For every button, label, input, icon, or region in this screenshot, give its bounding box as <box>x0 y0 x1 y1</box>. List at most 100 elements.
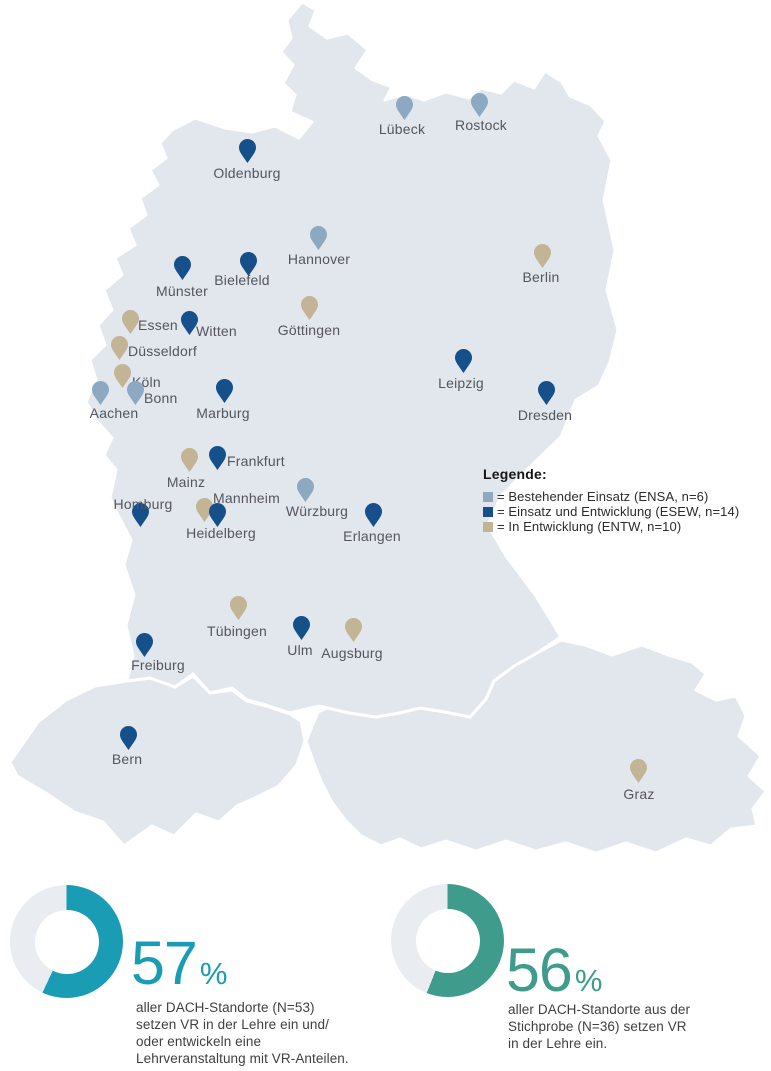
pin-icon <box>300 296 318 320</box>
map-pin-rostock[interactable] <box>470 93 488 117</box>
city-label-frankfurt: Frankfurt <box>227 453 285 469</box>
city-label-düsseldorf: Düsseldorf <box>128 343 197 359</box>
pin-icon <box>110 336 128 360</box>
map-pin-düsseldorf[interactable] <box>110 336 128 360</box>
pin-icon <box>131 503 149 527</box>
map-pin-dresden[interactable] <box>537 381 555 405</box>
city-label-mainz: Mainz <box>166 474 206 490</box>
legend-swatch-entw <box>483 521 493 532</box>
city-label-aachen: Aachen <box>89 405 139 421</box>
pin-icon <box>238 139 256 163</box>
donut-chart-stichprobe <box>391 884 504 997</box>
pin-icon <box>135 633 153 657</box>
pin-icon <box>296 478 314 502</box>
map-pin-tübingen[interactable] <box>229 596 247 620</box>
pin-icon <box>113 364 131 388</box>
pin-icon <box>215 379 233 403</box>
map-germany <box>84 0 620 719</box>
map-pin-göttingen[interactable] <box>300 296 318 320</box>
stat-number: 56 <box>506 936 573 1004</box>
map-pin-erlangen[interactable] <box>364 503 382 527</box>
city-label-lübeck: Lübeck <box>378 121 426 137</box>
map-pin-bielefeld[interactable] <box>239 252 257 276</box>
city-label-oldenburg: Oldenburg <box>213 165 281 181</box>
city-label-ulm: Ulm <box>287 642 313 658</box>
map-pin-heidelberg[interactable] <box>208 503 226 527</box>
map-pin-hannover[interactable] <box>309 226 327 250</box>
pin-icon <box>537 381 555 405</box>
map-pin-witten[interactable] <box>180 311 198 335</box>
stat-value-stichprobe: 56% <box>506 940 602 1001</box>
pin-icon <box>364 503 382 527</box>
pin-icon <box>309 226 327 250</box>
stat-caption-stichprobe: aller DACH-Standorte aus der Stichprobe … <box>508 1002 691 1051</box>
map-pin-frankfurt[interactable] <box>208 446 226 470</box>
city-label-freiburg: Freiburg <box>131 657 185 673</box>
pin-icon <box>91 381 109 405</box>
city-label-rostock: Rostock <box>455 117 507 133</box>
map-pin-würzburg[interactable] <box>296 478 314 502</box>
pin-icon <box>126 381 144 405</box>
pin-icon <box>533 244 551 268</box>
city-label-erlangen: Erlangen <box>343 528 401 544</box>
map-pin-bern[interactable] <box>119 726 137 750</box>
city-label-heidelberg: Heidelberg <box>186 525 256 541</box>
map-pin-köln[interactable] <box>113 364 131 388</box>
legend-label-esew: = Einsatz und Entwicklung (ESEW, n=14) <box>497 504 740 519</box>
map-pin-mainz[interactable] <box>180 448 198 472</box>
legend-item-entw: = In Entwicklung (ENTW, n=10) <box>483 519 739 534</box>
map-pin-mannheim[interactable] <box>195 498 213 522</box>
map-pin-essen[interactable] <box>121 310 139 334</box>
pin-icon <box>173 256 191 280</box>
city-label-leipzig: Leipzig <box>438 375 484 391</box>
donut-hole <box>415 908 480 973</box>
map-pin-aachen[interactable] <box>91 381 109 405</box>
city-label-hannover: Hannover <box>287 251 351 267</box>
city-label-marburg: Marburg <box>196 405 250 421</box>
stat-value-dach-total: 57% <box>131 933 227 994</box>
legend-title: Legende: <box>483 466 547 482</box>
city-label-essen: Essen <box>138 317 178 333</box>
city-label-dresden: Dresden <box>517 407 573 423</box>
map-pin-graz[interactable] <box>629 759 647 783</box>
pin-icon <box>121 310 139 334</box>
city-label-würzburg: Würzburg <box>285 503 349 519</box>
map-pin-augsburg[interactable] <box>344 618 362 642</box>
map-pin-bonn[interactable] <box>126 381 144 405</box>
pin-icon <box>239 252 257 276</box>
city-label-mannheim: Mannheim <box>213 490 280 506</box>
pin-icon <box>292 616 310 640</box>
pin-icon <box>180 448 198 472</box>
map-pin-ulm[interactable] <box>292 616 310 640</box>
city-label-bern: Bern <box>111 751 143 767</box>
legend-label-entw: = In Entwicklung (ENTW, n=10) <box>497 519 682 534</box>
pin-icon <box>454 349 472 373</box>
legend-swatch-esew <box>483 506 493 517</box>
map-pin-lübeck[interactable] <box>395 96 413 120</box>
map-pin-homburg[interactable] <box>131 503 149 527</box>
stat-number: 57 <box>131 929 198 997</box>
map-legend: Legende: = Bestehender Einsatz (ENSA, n=… <box>483 466 739 534</box>
map-pin-oldenburg[interactable] <box>238 139 256 163</box>
legend-swatch-ensa <box>483 491 493 502</box>
dach-map <box>8 0 768 855</box>
map-pin-leipzig[interactable] <box>454 349 472 373</box>
pin-icon <box>208 503 226 527</box>
city-label-graz: Graz <box>623 786 655 802</box>
pin-icon <box>470 93 488 117</box>
pin-icon <box>180 311 198 335</box>
legend-item-ensa: = Bestehender Einsatz (ENSA, n=6) <box>483 489 739 504</box>
pin-icon <box>395 96 413 120</box>
legend-label-ensa: = Bestehender Einsatz (ENSA, n=6) <box>497 489 709 504</box>
pin-icon <box>208 446 226 470</box>
map-pin-münster[interactable] <box>173 256 191 280</box>
map-pin-marburg[interactable] <box>215 379 233 403</box>
donut-chart-dach-total <box>10 885 123 998</box>
city-label-göttingen: Göttingen <box>277 322 341 338</box>
stat-caption-dach-total: aller DACH-Standorte (N=53) setzen VR in… <box>136 1000 349 1066</box>
map-pin-berlin[interactable] <box>533 244 551 268</box>
map-pin-freiburg[interactable] <box>135 633 153 657</box>
percent-sign: % <box>574 963 603 998</box>
map-pin-layer: Lübeck Rostock Oldenburg Münster Bielefeld Ha… <box>89 93 655 802</box>
